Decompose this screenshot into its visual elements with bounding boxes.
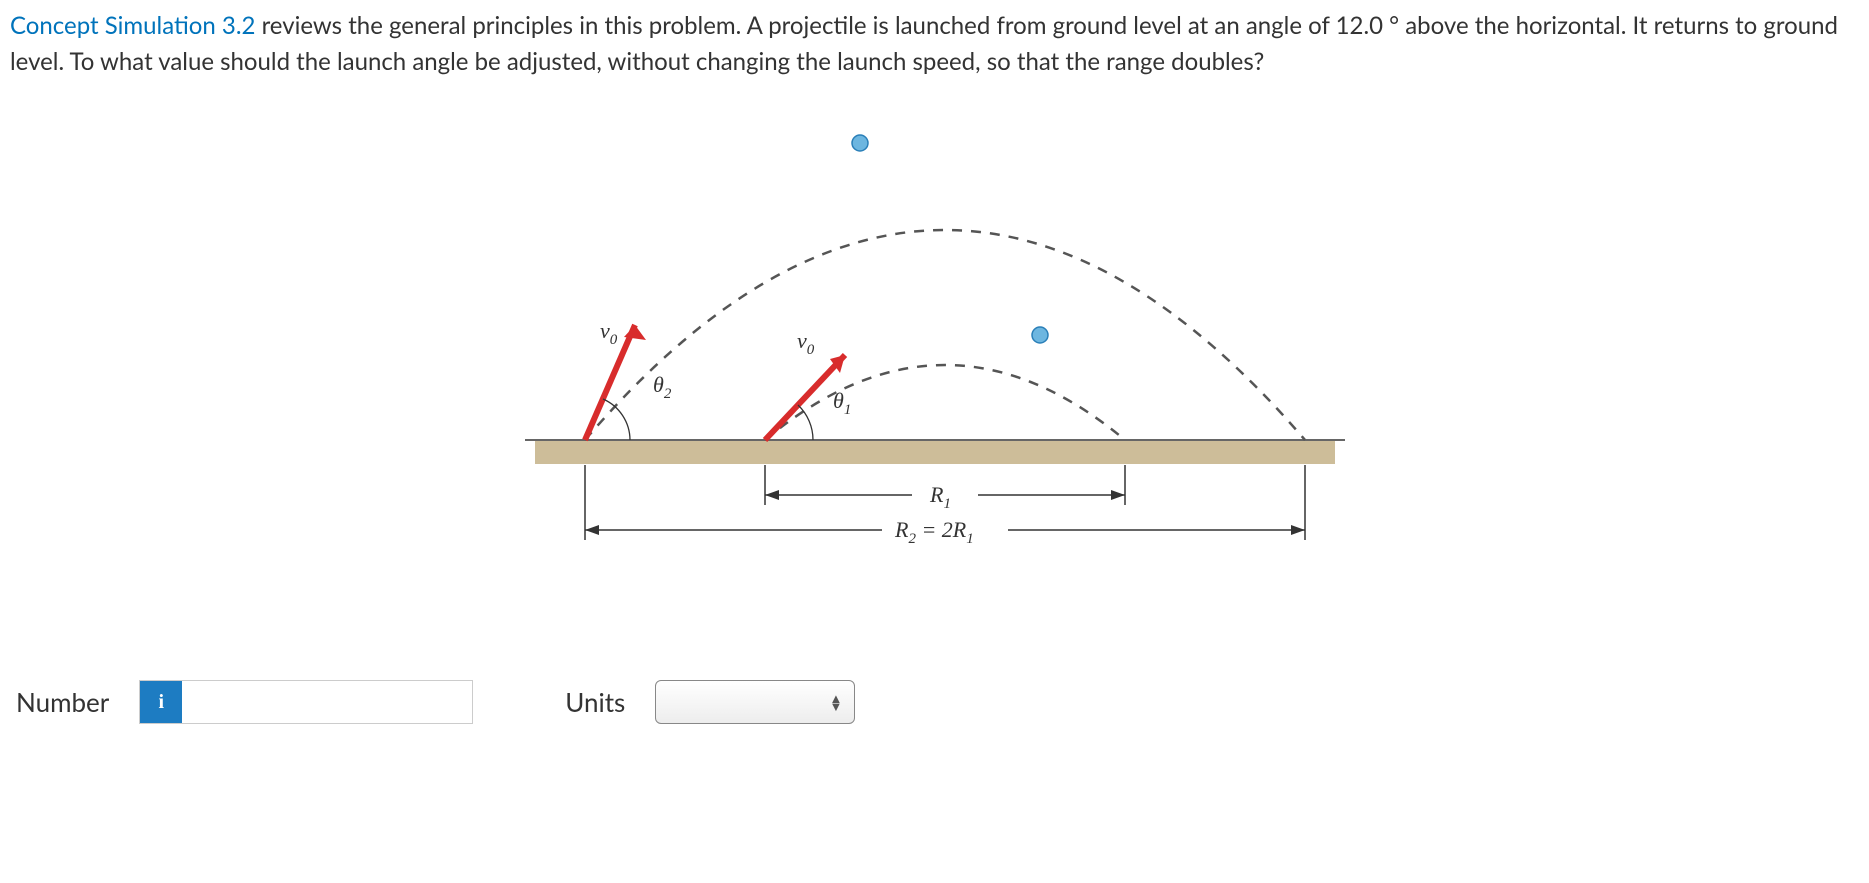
info-icon[interactable]: i (140, 681, 182, 723)
projectile-diagram: v0 θ2 v0 θ1 R1 R2 = 2R1 (10, 110, 1859, 600)
angle-arc-theta1 (798, 405, 813, 440)
trajectory-r1 (765, 365, 1125, 440)
units-label: Units (565, 683, 625, 722)
answer-row: Number i Units ▲▼ (16, 680, 1859, 724)
svg-text:R1: R1 (929, 482, 951, 512)
theta2-label: θ2 (653, 372, 672, 402)
number-input[interactable] (182, 681, 472, 723)
trajectory-r2 (585, 230, 1305, 440)
number-input-wrapper: i (139, 680, 473, 724)
units-select[interactable]: ▲▼ (655, 680, 855, 724)
v0-label-left: v0 (600, 318, 618, 348)
ground-fill (535, 440, 1335, 464)
problem-text: Concept Simulation 3.2 reviews the gener… (10, 8, 1859, 80)
concept-simulation-link[interactable]: Concept Simulation 3.2 (10, 11, 255, 40)
number-label: Number (16, 683, 109, 722)
svg-text:R2 = 2R1: R2 = 2R1 (894, 517, 974, 547)
ball-r1 (1032, 327, 1048, 343)
v0-label-right: v0 (797, 328, 815, 358)
problem-body: reviews the general principles in this p… (10, 11, 1838, 76)
ball-r2 (852, 135, 868, 151)
theta1-label: θ1 (833, 388, 851, 418)
chevron-up-down-icon: ▲▼ (829, 694, 842, 710)
dimension-r1: R1 (765, 465, 1125, 512)
